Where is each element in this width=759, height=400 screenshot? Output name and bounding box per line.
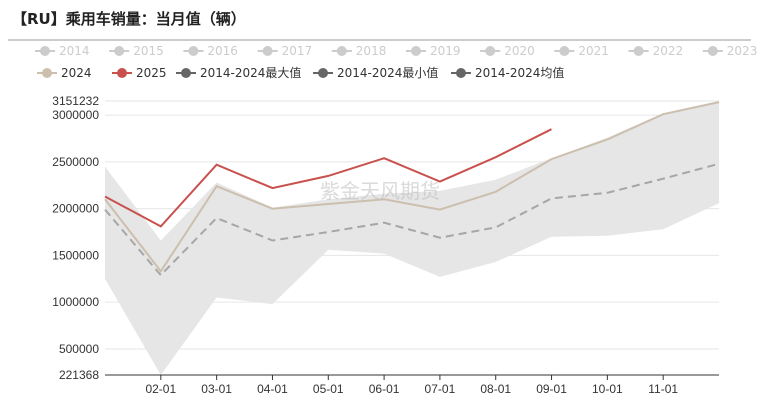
legend: 2014 2015 2016 2017 2018 2019 2020 2021 2022 2023… [35, 44, 757, 80]
legend-marker-icon [336, 46, 347, 56]
x-tick-label: 05-01 [313, 382, 344, 396]
legend-marker-icon [559, 46, 570, 56]
legend-label: 2021 [578, 44, 609, 58]
series-line-2024 [104, 101, 720, 274]
legend-label: 2014-2024最小值 [337, 65, 438, 80]
legend-item-2021[interactable]: 2021 [554, 44, 609, 58]
legend-marker-icon [188, 46, 199, 56]
legend-marker-icon [262, 46, 273, 56]
legend-label: 2018 [356, 44, 387, 58]
legend-item-2023[interactable]: 2023 [702, 44, 758, 58]
legend-item-2022[interactable]: 2022 [628, 44, 684, 58]
legend-label: 2017 [282, 44, 313, 58]
legend-label: 2025 [136, 66, 167, 80]
legend-item-2020[interactable]: 2020 [480, 44, 535, 58]
x-tick-label: 09-01 [536, 382, 567, 396]
series-range-band [105, 101, 719, 375]
legend-label: 2014-2024最大值 [200, 65, 301, 80]
y-tick-label: 3000000 [52, 108, 99, 122]
legend-marker-icon [318, 68, 328, 78]
y-tick-label: 3151232 [52, 94, 99, 108]
y-tick-label: 2000000 [52, 202, 99, 216]
x-tick-label: 06-01 [369, 382, 400, 396]
legend-marker-icon [411, 46, 421, 56]
y-tick-label: 500000 [59, 342, 99, 356]
legend-label: 2014-2024均值 [475, 65, 564, 80]
plot-area [104, 101, 720, 375]
y-tick-label: 2500000 [52, 155, 99, 169]
watermark: 紫金天风期货 [320, 179, 440, 203]
legend-label: 2024 [61, 66, 92, 80]
legend-item-2014[interactable]: 2014 [35, 44, 90, 58]
legend-marker-icon [485, 46, 496, 56]
legend-label: 2020 [504, 44, 535, 58]
chart-title: 【RU】乘用车销量：当月值（辆） [12, 10, 246, 28]
legend-label: 2015 [133, 44, 164, 58]
legend-item-2018[interactable]: 2018 [331, 44, 387, 58]
legend-label: 2019 [430, 44, 461, 58]
legend-label: 2023 [727, 44, 758, 58]
y-tick-label: 1500000 [52, 248, 99, 262]
legend-marker-icon [633, 46, 644, 56]
legend-item-2[interactable]: 2014-2024最大值 [176, 65, 301, 80]
legend-marker-icon [40, 46, 50, 56]
y-tick-label: 221368 [59, 368, 99, 382]
legend-item-2019[interactable]: 2019 [406, 44, 461, 58]
legend-item-1[interactable]: 2025 [112, 66, 167, 80]
legend-label: 2022 [653, 44, 684, 58]
x-tick-label: 02-01 [145, 382, 176, 396]
x-tick-label: 10-01 [592, 382, 623, 396]
series-line-mean [104, 162, 720, 277]
legend-marker-icon [707, 46, 718, 56]
legend-item-2017[interactable]: 2017 [257, 44, 313, 58]
legend-label: 2016 [207, 44, 238, 58]
legend-item-2015[interactable]: 2015 [109, 44, 164, 58]
legend-item-2016[interactable]: 2016 [183, 44, 238, 58]
x-tick-label: 11-01 [648, 382, 678, 396]
legend-item-4[interactable]: 2014-2024均值 [451, 65, 564, 80]
legend-label: 2014 [59, 44, 90, 58]
series-line-2025 [104, 128, 552, 228]
y-tick-label: 1000000 [52, 295, 99, 309]
x-tick-label: 03-01 [201, 382, 232, 396]
legend-marker-icon [456, 68, 466, 78]
legend-item-0[interactable]: 2024 [37, 66, 92, 80]
legend-marker-icon [42, 68, 52, 78]
x-tick-label: 04-01 [257, 382, 288, 396]
x-tick-label: 07-01 [425, 382, 456, 396]
legend-marker-icon [117, 68, 127, 78]
legend-marker-icon [181, 68, 191, 78]
x-tick-label: 08-01 [480, 382, 511, 396]
legend-item-3[interactable]: 2014-2024最小值 [313, 65, 438, 80]
axes: 221368 500000 1000000 1500000 2000000 2500000… [52, 94, 719, 396]
legend-marker-icon [114, 46, 125, 56]
